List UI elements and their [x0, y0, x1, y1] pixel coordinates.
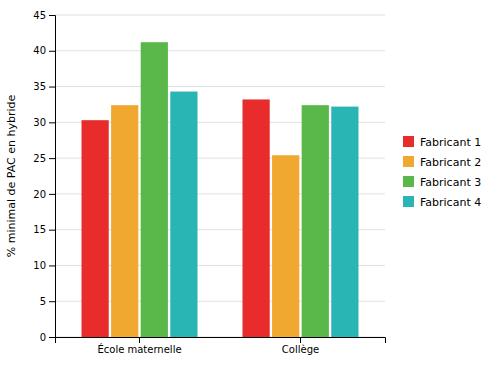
x-tick-label: Collège — [282, 344, 319, 355]
x-axis: École maternelle Collège — [56, 337, 386, 355]
bar — [170, 92, 197, 337]
y-tick-mark — [49, 15, 55, 16]
x-tick-label: École maternelle — [97, 343, 181, 355]
legend-swatch — [403, 176, 414, 187]
y-axis-line — [49, 16, 56, 338]
y-tick-label: 15 — [33, 224, 46, 235]
legend-swatch — [403, 136, 414, 147]
y-tick: 10 — [33, 260, 55, 271]
bar — [141, 42, 168, 337]
y-tick-mark — [49, 194, 55, 195]
y-tick-label: 40 — [33, 45, 46, 56]
y-tick-mark — [49, 122, 55, 123]
y-tick-label: 30 — [33, 117, 46, 128]
bar — [242, 99, 269, 337]
legend-label: Fabricant 2 — [420, 156, 481, 169]
y-tick-label: 20 — [33, 189, 46, 200]
y-tick: 0 — [40, 332, 55, 343]
x-tick: Collège — [282, 337, 319, 355]
y-tick-label: 45 — [33, 10, 46, 21]
y-tick: 40 — [33, 45, 55, 56]
bars — [82, 42, 359, 337]
bar — [331, 107, 358, 337]
grid-line — [55, 50, 385, 51]
plot: 0 5 10 15 20 25 30 35 40 45 École maternelle Collèg… — [33, 10, 385, 355]
legend-swatch — [403, 196, 414, 207]
grid-line — [55, 86, 385, 87]
y-tick-mark — [49, 230, 55, 231]
legend-swatch — [403, 156, 414, 167]
legend-item: Fabricant 1 — [403, 136, 481, 149]
y-tick-mark — [49, 265, 55, 266]
y-tick-mark — [49, 51, 55, 52]
y-tick-mark — [49, 158, 55, 159]
bar — [82, 120, 109, 337]
y-tick: 25 — [33, 153, 55, 164]
y-axis-title: % minimal de PAC en hybride — [5, 95, 18, 258]
legend-item: Fabricant 4 — [403, 196, 481, 209]
y-tick-label: 10 — [33, 260, 46, 271]
y-tick: 20 — [33, 189, 55, 200]
grid — [55, 15, 385, 337]
legend: Fabricant 1 Fabricant 2 Fabricant 3 Fabrica… — [403, 136, 481, 209]
y-tick-mark — [49, 337, 55, 338]
y-axis: 0 5 10 15 20 25 30 35 40 45 — [33, 10, 55, 343]
y-tick-mark — [49, 87, 55, 88]
legend-label: Fabricant 4 — [420, 196, 481, 209]
x-tick-mark — [139, 337, 140, 343]
y-tick-label: 0 — [40, 332, 46, 343]
bar — [272, 155, 299, 337]
chart: 0 5 10 15 20 25 30 35 40 45 École maternelle Collèg… — [0, 0, 500, 373]
y-tick: 35 — [33, 81, 55, 92]
y-tick-label: 5 — [40, 296, 46, 307]
x-tick: École maternelle — [97, 337, 181, 355]
x-tick-mark — [300, 337, 301, 343]
legend-label: Fabricant 1 — [420, 136, 481, 149]
y-tick: 5 — [40, 296, 55, 307]
bar — [302, 105, 329, 337]
y-tick-label: 25 — [33, 153, 46, 164]
legend-item: Fabricant 3 — [403, 176, 481, 189]
legend-item: Fabricant 2 — [403, 156, 481, 169]
grid-line — [55, 15, 385, 16]
x-axis-line — [56, 338, 386, 344]
legend-label: Fabricant 3 — [420, 176, 481, 189]
y-tick: 15 — [33, 224, 55, 235]
y-tick: 30 — [33, 117, 55, 128]
bar — [111, 105, 138, 337]
y-tick-label: 35 — [33, 81, 46, 92]
y-tick: 45 — [33, 10, 55, 21]
y-tick-mark — [49, 301, 55, 302]
